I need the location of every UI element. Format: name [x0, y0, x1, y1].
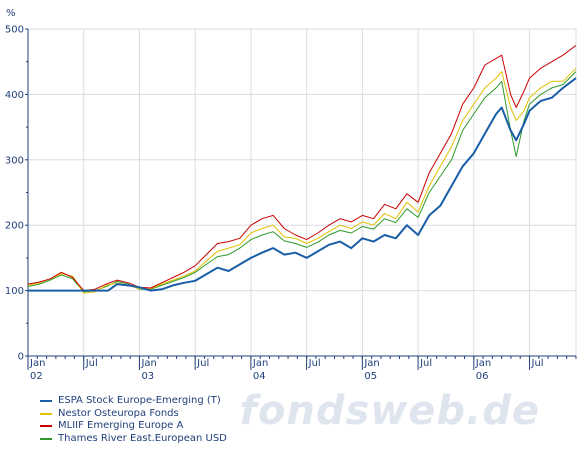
x-tick-year: 06 — [476, 371, 489, 382]
watermark: fondsweb.de — [239, 388, 540, 434]
x-tick-year: 05 — [364, 371, 377, 382]
legend-label-nestor: Nestor Osteuropa Fonds — [58, 407, 179, 419]
legend-item-thames: Thames River East.European USD — [40, 433, 227, 446]
legend-swatch-mliif — [40, 425, 52, 428]
legend-label-espa: ESPA Stock Europe-Emerging (T) — [58, 395, 221, 406]
x-tick-label: Jul — [85, 358, 98, 369]
y-tick-label: 300 — [5, 155, 24, 166]
x-tick-label: Jan — [363, 358, 379, 369]
legend-label-thames: Thames River East.European USD — [58, 432, 227, 444]
legend-item-nestor: Nestor Osteuropa Fonds — [40, 408, 227, 421]
series-line-3 — [27, 71, 577, 293]
x-tick-label: Jul — [419, 358, 432, 369]
y-tick-label: 200 — [5, 221, 24, 232]
series-layer — [27, 45, 577, 294]
x-tick-label: Jul — [308, 358, 321, 369]
legend-swatch-nestor — [40, 412, 52, 415]
legend-label-mliif: MLIIF Emerging Europe A — [58, 420, 184, 431]
x-tick-year: 03 — [141, 371, 154, 382]
grid-layer — [27, 28, 576, 357]
legend-swatch-thames — [40, 437, 52, 440]
x-tick-label: Jan — [29, 358, 45, 369]
legend-item-mliif: MLIIF Emerging Europe A — [40, 420, 227, 433]
series-line-0 — [28, 77, 577, 292]
x-tick-label: Jul — [196, 358, 209, 369]
x-tick-label: Jan — [475, 358, 491, 369]
x-tick-year: 04 — [253, 371, 266, 382]
x-tick-label: Jan — [252, 358, 268, 369]
legend-item-espa: ESPA Stock Europe-Emerging (T) — [40, 395, 227, 408]
y-axis-label: % — [6, 8, 16, 19]
y-tick-label: 0 — [18, 352, 24, 363]
y-tick-label: 100 — [5, 286, 24, 297]
legend-swatch-espa — [40, 400, 52, 403]
axes-layer: 0 100 200 300 400 500 Jan 02 Jul Jan 03 Jul Jan 04 Jul… — [5, 25, 577, 382]
x-tick-label: Jul — [531, 358, 544, 369]
y-tick-label: 400 — [5, 90, 24, 101]
plot-area — [27, 28, 577, 357]
y-tick-label: 500 — [5, 25, 24, 36]
series-line-2 — [27, 45, 577, 292]
legend: ESPA Stock Europe-Emerging (T) Nestor Os… — [40, 395, 227, 445]
x-tick-label: Jan — [140, 358, 156, 369]
x-tick-year: 02 — [30, 371, 43, 382]
